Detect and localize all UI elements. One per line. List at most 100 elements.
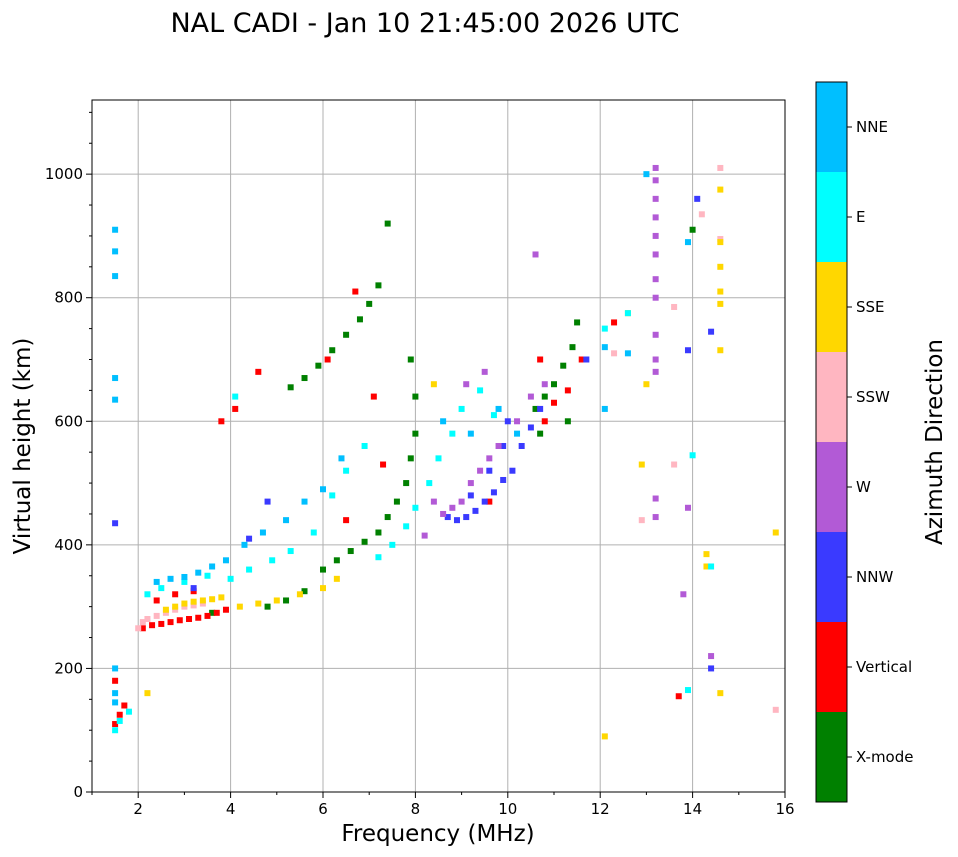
data-point bbox=[213, 609, 220, 616]
data-point bbox=[204, 612, 211, 619]
data-point bbox=[440, 418, 447, 425]
data-point bbox=[403, 480, 410, 487]
data-point bbox=[125, 708, 132, 715]
colorbar-frame bbox=[815, 81, 848, 803]
data-point bbox=[652, 331, 659, 338]
data-point bbox=[652, 294, 659, 301]
data-point bbox=[601, 733, 608, 740]
data-point bbox=[486, 455, 493, 462]
data-point bbox=[532, 405, 539, 412]
data-point bbox=[301, 375, 308, 382]
data-point bbox=[232, 405, 239, 412]
data-point bbox=[467, 480, 474, 487]
y-tick-label: 0 bbox=[73, 783, 83, 801]
data-point bbox=[190, 602, 197, 609]
y-axis-ticks: 0 200 400 600 800 1000 bbox=[45, 111, 92, 801]
data-point bbox=[167, 575, 174, 582]
data-point bbox=[329, 347, 336, 354]
colorbar-tick-label: SSW bbox=[856, 388, 890, 406]
x-tick-label: 12 bbox=[591, 800, 610, 818]
colorbar-segment bbox=[816, 172, 847, 262]
data-point bbox=[689, 226, 696, 233]
data-point bbox=[112, 226, 119, 233]
data-point bbox=[320, 566, 326, 573]
y-tick-label: 200 bbox=[54, 659, 83, 677]
data-point bbox=[481, 368, 488, 375]
data-point bbox=[481, 498, 488, 505]
data-point bbox=[472, 507, 479, 514]
data-point bbox=[273, 597, 280, 604]
data-point bbox=[708, 328, 715, 335]
data-point bbox=[624, 350, 631, 357]
data-point bbox=[717, 347, 724, 354]
data-point bbox=[467, 430, 474, 437]
data-point bbox=[772, 706, 779, 713]
data-point bbox=[375, 282, 382, 289]
data-point bbox=[222, 606, 229, 613]
data-point bbox=[527, 424, 534, 431]
colorbar-tick-label: W bbox=[856, 478, 871, 496]
data-point bbox=[509, 467, 516, 474]
data-point bbox=[218, 594, 225, 601]
x-axis-label: Frequency (MHz) bbox=[341, 821, 534, 847]
data-point bbox=[361, 538, 368, 545]
data-point bbox=[426, 480, 433, 487]
data-point bbox=[112, 721, 119, 728]
data-point bbox=[652, 177, 659, 184]
data-point bbox=[264, 498, 271, 505]
data-point bbox=[583, 356, 590, 363]
data-point bbox=[717, 186, 724, 193]
data-point bbox=[532, 251, 539, 258]
data-point bbox=[181, 573, 188, 580]
data-point bbox=[338, 455, 345, 462]
data-point bbox=[444, 514, 451, 521]
data-point bbox=[500, 476, 507, 483]
data-point bbox=[167, 619, 174, 626]
data-point bbox=[204, 572, 211, 579]
data-point bbox=[195, 569, 202, 576]
data-point bbox=[112, 248, 119, 255]
data-point bbox=[551, 399, 557, 406]
colorbar-tick-label: NNE bbox=[856, 118, 888, 136]
data-point bbox=[708, 653, 715, 660]
data-point bbox=[569, 344, 576, 351]
y-tick-label: 600 bbox=[54, 412, 83, 430]
data-point bbox=[162, 609, 169, 616]
data-point bbox=[541, 393, 548, 400]
data-point bbox=[195, 614, 202, 621]
data-point bbox=[324, 356, 331, 363]
data-point bbox=[209, 609, 216, 616]
data-point bbox=[172, 606, 179, 613]
data-point bbox=[116, 711, 123, 718]
colorbar-label: Azimuth Direction bbox=[922, 339, 948, 545]
data-point bbox=[717, 164, 724, 171]
data-point bbox=[684, 504, 691, 511]
data-point bbox=[389, 541, 396, 548]
data-point bbox=[283, 597, 290, 604]
data-point bbox=[500, 443, 507, 449]
data-point bbox=[116, 717, 123, 724]
data-point bbox=[578, 356, 585, 363]
data-point bbox=[190, 598, 197, 605]
data-point bbox=[112, 677, 119, 684]
colorbar-segment bbox=[816, 352, 847, 442]
plot-background bbox=[92, 100, 785, 792]
data-point bbox=[158, 585, 165, 592]
data-point bbox=[611, 319, 618, 326]
x-tick-label: 8 bbox=[411, 800, 421, 818]
data-point bbox=[370, 393, 377, 400]
data-point bbox=[176, 617, 183, 624]
data-point bbox=[112, 520, 119, 527]
data-points bbox=[112, 164, 779, 740]
data-point bbox=[638, 461, 645, 468]
data-point bbox=[671, 461, 678, 468]
data-point bbox=[698, 211, 705, 218]
colorbar-tick-label: NNW bbox=[856, 568, 893, 586]
data-point bbox=[259, 529, 266, 536]
data-point bbox=[366, 300, 373, 307]
data-point bbox=[320, 585, 326, 592]
data-point bbox=[301, 498, 308, 505]
data-point bbox=[652, 195, 659, 202]
data-point bbox=[112, 375, 119, 382]
